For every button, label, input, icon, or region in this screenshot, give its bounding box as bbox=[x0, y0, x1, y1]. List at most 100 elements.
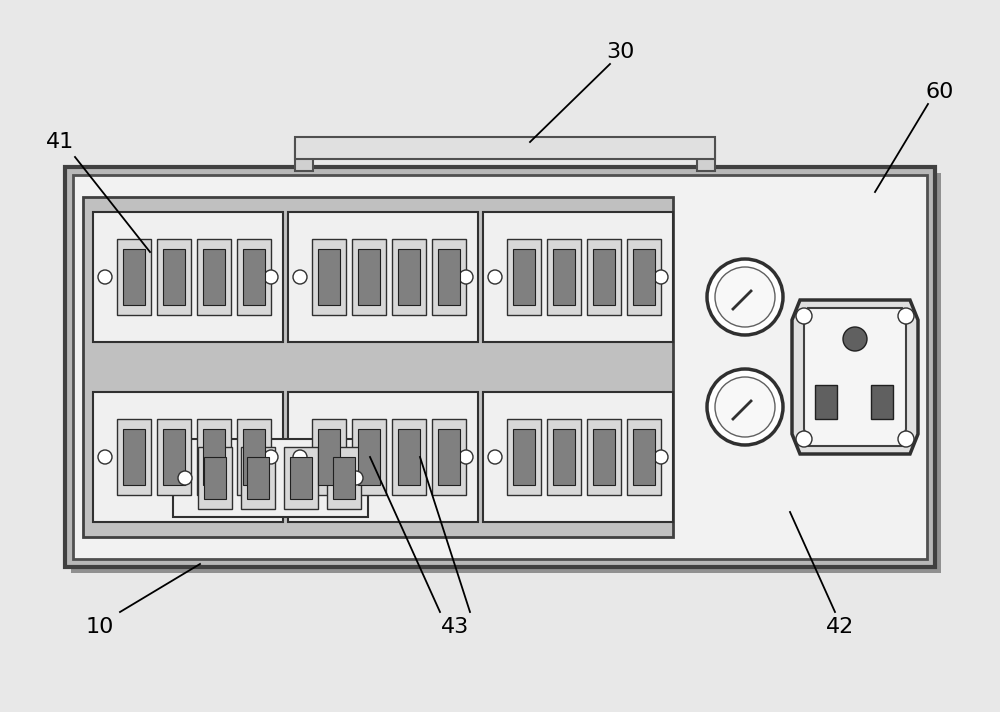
Bar bbox=[73, 175, 927, 559]
Bar bbox=[587, 419, 621, 495]
Circle shape bbox=[654, 450, 668, 464]
Bar bbox=[513, 429, 535, 485]
Bar bbox=[288, 212, 478, 342]
Bar bbox=[333, 457, 355, 499]
Circle shape bbox=[459, 450, 473, 464]
Bar bbox=[392, 239, 426, 315]
Circle shape bbox=[707, 369, 783, 445]
Circle shape bbox=[488, 270, 502, 284]
Bar bbox=[243, 429, 265, 485]
Text: 43: 43 bbox=[441, 617, 469, 637]
Circle shape bbox=[796, 308, 812, 324]
Bar bbox=[627, 239, 661, 315]
Text: 30: 30 bbox=[606, 42, 634, 62]
Bar bbox=[71, 173, 941, 573]
Bar bbox=[352, 419, 386, 495]
Circle shape bbox=[264, 270, 278, 284]
Bar bbox=[241, 447, 275, 509]
Bar bbox=[318, 429, 340, 485]
Bar bbox=[117, 419, 151, 495]
Bar bbox=[117, 239, 151, 315]
Text: 42: 42 bbox=[826, 617, 854, 637]
Bar bbox=[237, 239, 271, 315]
Bar bbox=[203, 249, 225, 305]
Bar bbox=[312, 239, 346, 315]
Bar bbox=[358, 429, 380, 485]
Circle shape bbox=[707, 259, 783, 335]
Bar bbox=[483, 392, 673, 522]
Text: 41: 41 bbox=[46, 132, 74, 152]
Bar bbox=[438, 249, 460, 305]
Bar bbox=[197, 239, 231, 315]
Bar bbox=[633, 429, 655, 485]
Circle shape bbox=[898, 308, 914, 324]
Circle shape bbox=[293, 270, 307, 284]
Bar bbox=[627, 419, 661, 495]
Bar bbox=[587, 239, 621, 315]
Circle shape bbox=[178, 471, 192, 485]
Circle shape bbox=[796, 431, 812, 447]
Bar bbox=[593, 429, 615, 485]
Bar bbox=[123, 249, 145, 305]
Bar bbox=[157, 239, 191, 315]
Bar bbox=[553, 429, 575, 485]
Bar bbox=[547, 239, 581, 315]
Text: 60: 60 bbox=[926, 82, 954, 102]
Bar bbox=[483, 212, 673, 342]
Bar bbox=[284, 447, 318, 509]
Bar bbox=[352, 239, 386, 315]
Bar bbox=[197, 419, 231, 495]
Bar bbox=[312, 419, 346, 495]
Bar bbox=[432, 239, 466, 315]
Bar bbox=[93, 392, 283, 522]
Circle shape bbox=[654, 270, 668, 284]
Bar bbox=[123, 429, 145, 485]
Text: 10: 10 bbox=[86, 617, 114, 637]
Bar bbox=[288, 392, 478, 522]
Bar bbox=[163, 429, 185, 485]
Bar bbox=[318, 249, 340, 305]
Bar bbox=[173, 439, 368, 517]
Circle shape bbox=[898, 431, 914, 447]
Bar bbox=[392, 419, 426, 495]
Bar bbox=[398, 249, 420, 305]
Bar bbox=[327, 447, 361, 509]
Bar bbox=[398, 429, 420, 485]
Bar bbox=[65, 167, 935, 567]
Circle shape bbox=[98, 270, 112, 284]
Bar bbox=[247, 457, 269, 499]
Circle shape bbox=[715, 377, 775, 437]
Bar bbox=[871, 385, 893, 419]
Bar bbox=[203, 429, 225, 485]
Circle shape bbox=[488, 450, 502, 464]
Polygon shape bbox=[804, 308, 906, 446]
Bar bbox=[198, 447, 232, 509]
Bar bbox=[243, 249, 265, 305]
Circle shape bbox=[459, 270, 473, 284]
Circle shape bbox=[264, 450, 278, 464]
Bar bbox=[432, 419, 466, 495]
Bar bbox=[697, 141, 715, 171]
Bar bbox=[295, 141, 313, 171]
Bar bbox=[553, 249, 575, 305]
Bar bbox=[237, 419, 271, 495]
Circle shape bbox=[98, 450, 112, 464]
Bar bbox=[290, 457, 312, 499]
Bar bbox=[633, 249, 655, 305]
Bar bbox=[157, 419, 191, 495]
Circle shape bbox=[715, 267, 775, 327]
Circle shape bbox=[843, 327, 867, 351]
Bar bbox=[593, 249, 615, 305]
Circle shape bbox=[349, 471, 363, 485]
Bar bbox=[507, 239, 541, 315]
Circle shape bbox=[293, 450, 307, 464]
Bar bbox=[358, 249, 380, 305]
Bar bbox=[507, 419, 541, 495]
Polygon shape bbox=[792, 300, 918, 454]
Bar bbox=[93, 212, 283, 342]
Bar bbox=[83, 197, 673, 537]
Bar bbox=[204, 457, 226, 499]
Bar bbox=[295, 137, 715, 159]
Bar bbox=[438, 429, 460, 485]
Bar bbox=[163, 249, 185, 305]
